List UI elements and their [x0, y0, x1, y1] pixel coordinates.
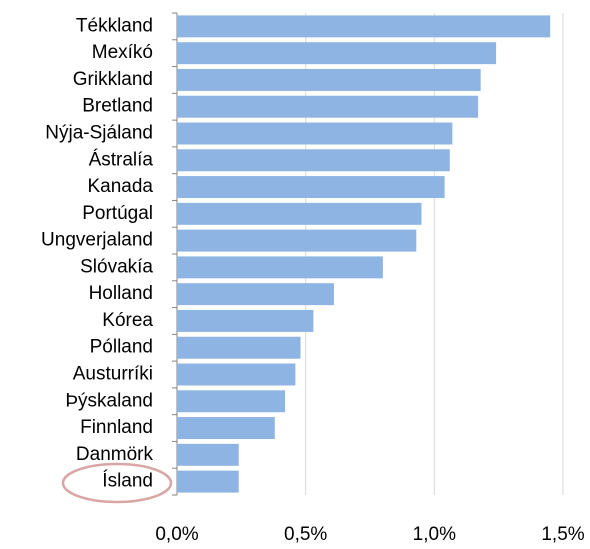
bar	[177, 202, 422, 225]
y-tick-label: Ísland	[102, 471, 153, 492]
bar	[177, 95, 479, 118]
bar	[177, 309, 314, 332]
y-tick-label: Mexíkó	[92, 42, 153, 63]
y-tick-label: Holland	[89, 283, 153, 304]
y-tick-label: Kórea	[102, 310, 153, 331]
highlight-ellipse	[61, 462, 173, 504]
bar	[177, 443, 239, 466]
x-tick-label: 1,0%	[413, 524, 456, 545]
bar	[177, 256, 383, 279]
y-tick-label: Þýskaland	[65, 390, 153, 411]
x-tick-label: 0,5%	[284, 524, 327, 545]
bar	[177, 283, 334, 306]
bar	[177, 229, 417, 252]
bar	[177, 149, 450, 172]
y-tick-label: Ástralía	[89, 149, 154, 170]
bar	[177, 470, 239, 493]
bar	[177, 390, 286, 413]
y-tick-label: Tékkland	[76, 15, 153, 36]
y-tick-label: Austurríki	[73, 364, 153, 385]
y-tick-label: Kanada	[87, 176, 153, 197]
bar	[177, 42, 497, 65]
x-tick-label: 0,0%	[155, 524, 198, 545]
y-tick-label: Slóvakía	[80, 256, 153, 277]
x-tick-label: 1,5%	[541, 524, 584, 545]
y-tick-label: Portúgal	[82, 203, 153, 224]
bar	[177, 336, 301, 359]
y-tick-label: Finnland	[80, 417, 153, 438]
y-tick-label: Nýja-Sjáland	[45, 123, 153, 144]
bar	[177, 176, 445, 199]
bar	[177, 417, 275, 440]
y-tick-label: Danmörk	[76, 444, 154, 465]
bar	[177, 363, 296, 386]
bar	[177, 122, 453, 145]
y-tick-label: Ungverjaland	[41, 230, 153, 251]
y-tick-label: Grikkland	[73, 69, 153, 90]
y-tick-label: Pólland	[90, 337, 153, 358]
y-tick-label: Bretland	[82, 96, 153, 117]
bar	[177, 68, 481, 91]
bar	[177, 15, 551, 38]
